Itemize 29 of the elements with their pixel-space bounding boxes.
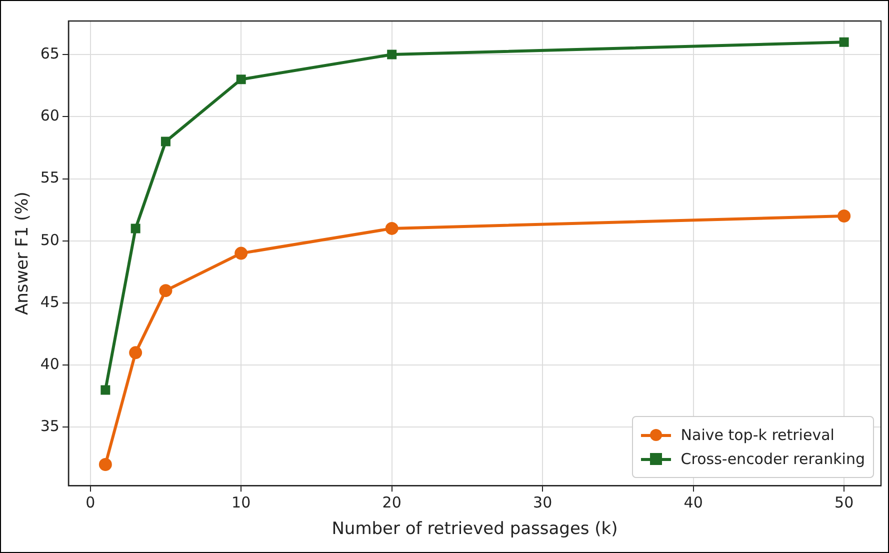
- point: [160, 136, 170, 146]
- point: [839, 37, 849, 47]
- point: [100, 385, 110, 395]
- point: [234, 246, 248, 260]
- point: [159, 284, 172, 298]
- x-tick-label: 10: [232, 493, 251, 512]
- y-tick-label: 40: [40, 354, 60, 373]
- y-tick-label: 35: [40, 417, 60, 436]
- point: [236, 74, 246, 84]
- y-tick-label: 65: [40, 44, 60, 62]
- x-tick-label: 0: [86, 493, 96, 512]
- x-tick-label: 40: [684, 493, 703, 512]
- x-axis-title: Number of retrieved passages (k): [332, 519, 618, 540]
- point: [130, 224, 140, 234]
- x-tick-label: 20: [382, 493, 402, 512]
- y-axis-title: Answer F1 (%): [12, 192, 33, 316]
- y-tick-label: 60: [40, 106, 60, 125]
- point: [387, 50, 397, 60]
- point: [98, 458, 112, 471]
- y-tick-label: 50: [40, 230, 60, 249]
- x-tick-label: 50: [834, 493, 854, 512]
- point: [129, 346, 142, 360]
- x-tick-label: 30: [533, 493, 552, 512]
- y-tick-label: 45: [40, 292, 60, 311]
- legend-label: Naive top-k retrieval: [680, 425, 834, 446]
- point: [385, 222, 398, 235]
- point: [838, 210, 851, 223]
- y-tick-label: 55: [40, 168, 60, 187]
- legend-label: Cross-encoder reranking: [680, 449, 865, 470]
